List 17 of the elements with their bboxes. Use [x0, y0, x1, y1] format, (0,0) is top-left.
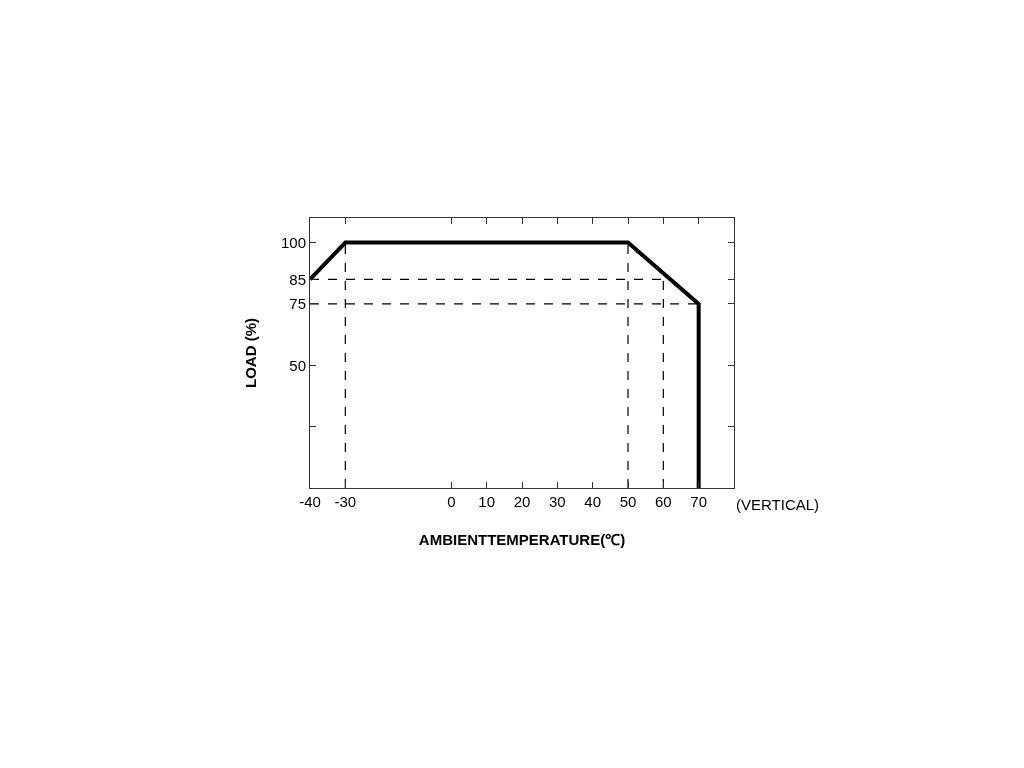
x-tick-label: 60: [654, 493, 672, 510]
y-axis-title: LOAD (%): [242, 318, 260, 388]
x-tick-label: -40: [299, 493, 321, 510]
y-tick-label: 100: [280, 233, 306, 251]
x-tick-label: 20: [513, 493, 531, 510]
text: (VERTICAL): [736, 496, 820, 513]
y-tick-label: 75: [289, 295, 306, 313]
x-tick-label: 30: [548, 493, 566, 510]
x-tick-label: 40: [584, 493, 602, 510]
x-tick-label: 70: [690, 493, 708, 510]
x-axis-title: AMBIENTTEMPERATURE(℃): [418, 531, 626, 548]
x-tick-label: -30: [334, 493, 357, 510]
x-tick-label: 50: [619, 493, 637, 510]
x-tick-label: 10: [478, 493, 496, 510]
x-tick-label: 0: [447, 493, 456, 510]
y-tick-label: 50: [289, 356, 306, 374]
y-tick-label: 85: [289, 270, 306, 288]
